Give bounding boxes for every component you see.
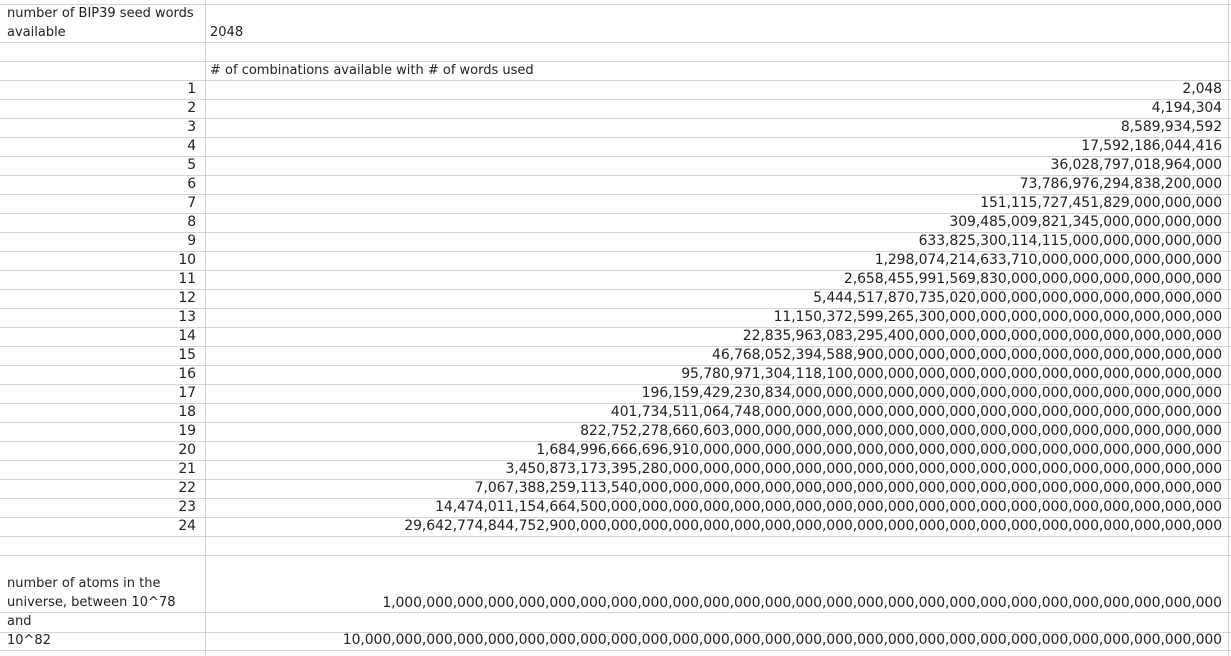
row-gridline	[0, 80, 1231, 81]
combinations-header[interactable]: # of combinations available with # of wo…	[210, 63, 534, 78]
row-gridline	[0, 270, 1231, 271]
row-gridline	[0, 118, 1231, 119]
row-gridline	[0, 175, 1231, 176]
row-gridline	[0, 403, 1231, 404]
word-count-cell[interactable]: 6	[187, 176, 196, 192]
combinations-cell[interactable]: 2,658,455,991,569,830,000,000,000,000,00…	[843, 271, 1222, 287]
word-count-cell[interactable]: 21	[178, 461, 196, 477]
row-gridline	[0, 365, 1231, 366]
combinations-cell[interactable]: 36,028,797,018,964,000	[1050, 157, 1223, 173]
atoms-low-value[interactable]: 1,000,000,000,000,000,000,000,000,000,00…	[382, 595, 1222, 611]
word-count-cell[interactable]: 1	[187, 81, 196, 97]
combinations-cell[interactable]: 11,150,372,599,265,300,000,000,000,000,0…	[773, 309, 1223, 325]
row-gridline	[0, 4, 1231, 5]
word-count-cell[interactable]: 10	[178, 252, 196, 268]
word-count-cell[interactable]: 5	[187, 157, 196, 173]
word-count-cell[interactable]: 22	[178, 480, 196, 496]
atoms-high-label[interactable]: 10^82	[7, 633, 51, 648]
row-gridline	[0, 441, 1231, 442]
combinations-cell[interactable]: 151,115,727,451,829,000,000,000	[980, 195, 1222, 211]
row-gridline	[0, 479, 1231, 480]
row-gridline	[0, 650, 1231, 651]
row-gridline	[0, 536, 1231, 537]
word-count-cell[interactable]: 3	[187, 119, 196, 135]
atoms-label[interactable]: number of atoms in the universe, between…	[7, 576, 176, 629]
row-gridline	[0, 517, 1231, 518]
row-gridline	[0, 327, 1231, 328]
word-count-cell[interactable]: 15	[178, 347, 196, 363]
row-gridline	[0, 42, 1231, 43]
row-gridline	[0, 384, 1231, 385]
word-count-cell[interactable]: 23	[178, 499, 196, 515]
row-gridline	[0, 422, 1231, 423]
combinations-cell[interactable]: 95,780,971,304,118,100,000,000,000,000,0…	[681, 366, 1222, 382]
combinations-cell[interactable]: 309,485,009,821,345,000,000,000,000	[949, 214, 1222, 230]
seed-words-value[interactable]: 2048	[210, 25, 244, 40]
combinations-cell[interactable]: 22,835,963,083,295,400,000,000,000,000,0…	[742, 328, 1222, 344]
word-count-cell[interactable]: 18	[178, 404, 196, 420]
word-count-cell[interactable]: 24	[178, 518, 196, 534]
combinations-cell[interactable]: 73,786,976,294,838,200,000	[1019, 176, 1222, 192]
combinations-cell[interactable]: 1,298,074,214,633,710,000,000,000,000,00…	[874, 252, 1222, 268]
row-gridline	[0, 99, 1231, 100]
combinations-cell[interactable]: 14,474,011,154,664,500,000,000,000,000,0…	[435, 499, 1222, 515]
word-count-cell[interactable]: 4	[187, 138, 196, 154]
word-count-cell[interactable]: 9	[187, 233, 196, 249]
row-gridline	[0, 194, 1231, 195]
combinations-cell[interactable]: 4,194,304	[1151, 100, 1222, 116]
row-gridline	[0, 156, 1231, 157]
seed-words-label[interactable]: number of BIP39 seed words available	[7, 6, 194, 40]
word-count-cell[interactable]: 8	[187, 214, 196, 230]
combinations-cell[interactable]: 17,592,186,044,416	[1081, 138, 1222, 154]
row-gridline	[0, 232, 1231, 233]
combinations-cell[interactable]: 29,642,774,844,752,900,000,000,000,000,0…	[404, 518, 1222, 534]
column-gridline	[1228, 0, 1229, 656]
word-count-cell[interactable]: 16	[178, 366, 196, 382]
row-gridline	[0, 251, 1231, 252]
combinations-cell[interactable]: 401,734,511,064,748,000,000,000,000,000,…	[610, 404, 1222, 420]
row-gridline	[0, 308, 1231, 309]
word-count-cell[interactable]: 7	[187, 195, 196, 211]
combinations-cell[interactable]: 822,752,278,660,603,000,000,000,000,000,…	[580, 423, 1222, 439]
word-count-cell[interactable]: 17	[178, 385, 196, 401]
row-gridline	[0, 213, 1231, 214]
row-gridline	[0, 498, 1231, 499]
combinations-cell[interactable]: 1,684,996,666,696,910,000,000,000,000,00…	[536, 442, 1222, 458]
combinations-cell[interactable]: 7,067,388,259,113,540,000,000,000,000,00…	[474, 480, 1222, 496]
row-gridline	[0, 137, 1231, 138]
word-count-cell[interactable]: 14	[178, 328, 196, 344]
row-gridline	[0, 555, 1231, 556]
row-gridline	[0, 632, 1231, 633]
combinations-cell[interactable]: 5,444,517,870,735,020,000,000,000,000,00…	[813, 290, 1222, 306]
row-gridline	[0, 289, 1231, 290]
combinations-cell[interactable]: 8,589,934,592	[1120, 119, 1222, 135]
row-gridline	[0, 612, 1231, 613]
word-count-cell[interactable]: 19	[178, 423, 196, 439]
atoms-high-value[interactable]: 10,000,000,000,000,000,000,000,000,000,0…	[342, 632, 1222, 648]
row-gridline	[0, 61, 1231, 62]
row-gridline	[0, 460, 1231, 461]
combinations-cell[interactable]: 196,159,429,230,834,000,000,000,000,000,…	[641, 385, 1222, 401]
combinations-cell[interactable]: 46,768,052,394,588,900,000,000,000,000,0…	[712, 347, 1222, 363]
word-count-cell[interactable]: 12	[178, 290, 196, 306]
combinations-cell[interactable]: 2,048	[1182, 81, 1222, 97]
word-count-cell[interactable]: 13	[178, 309, 196, 325]
word-count-cell[interactable]: 20	[178, 442, 196, 458]
row-gridline	[0, 346, 1231, 347]
word-count-cell[interactable]: 11	[178, 271, 196, 287]
column-gridline	[205, 0, 206, 656]
word-count-cell[interactable]: 2	[187, 100, 196, 116]
combinations-cell[interactable]: 633,825,300,114,115,000,000,000,000,000	[918, 233, 1222, 249]
combinations-cell[interactable]: 3,450,873,173,395,280,000,000,000,000,00…	[505, 461, 1222, 477]
